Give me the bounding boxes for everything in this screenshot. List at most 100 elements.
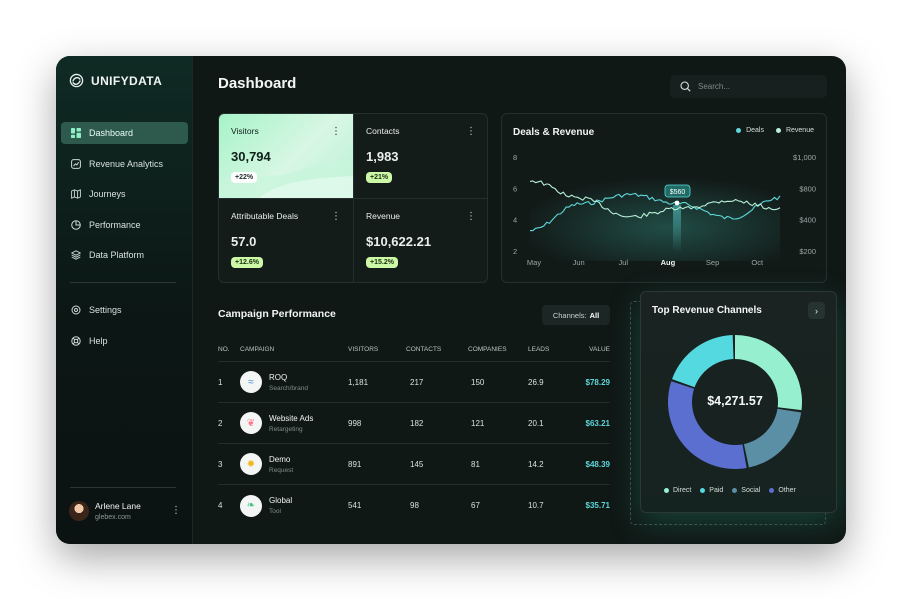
legend-item-social: Social bbox=[732, 487, 760, 494]
stat-cards: Visitors 30,794 +22% ⋮ Contacts 1,983 +2… bbox=[218, 113, 488, 283]
y-tick-label: $400 bbox=[799, 216, 816, 225]
y-tick-label: 4 bbox=[513, 216, 517, 225]
highlight-bar bbox=[673, 205, 681, 251]
deals-revenue-chart[interactable]: 8 6 4 2 $1,000 $800 $400 $200 May Jun Jul Aug Sep Oct… bbox=[502, 114, 828, 284]
stat-label: Attributable Deals bbox=[231, 211, 299, 221]
col-header-no[interactable]: NO. bbox=[218, 346, 230, 353]
value-cell: $48.39 bbox=[585, 459, 610, 469]
x-tick-label: May bbox=[527, 258, 541, 267]
nav-item-performance[interactable]: Performance bbox=[61, 214, 188, 236]
visitors-cell: 891 bbox=[348, 459, 362, 469]
gear-icon bbox=[71, 305, 81, 315]
stat-label: Contacts bbox=[366, 126, 400, 136]
nav-item-data-platform[interactable]: Data Platform bbox=[61, 244, 188, 266]
secondary-nav: Settings Help bbox=[61, 299, 188, 360]
table-row[interactable]: 2 ❦ Website Ads Retargeting 998 182 121 20.1 $63… bbox=[218, 403, 610, 444]
y-tick-label: 8 bbox=[513, 153, 517, 162]
brand[interactable]: UNIFYDATA bbox=[69, 73, 162, 88]
y-tick-label: 6 bbox=[513, 184, 517, 193]
col-header-value[interactable]: VALUE bbox=[589, 346, 610, 353]
legend-label: Social bbox=[741, 487, 761, 494]
campaign-logo-icon: ≈ bbox=[240, 371, 262, 393]
nav-item-journeys[interactable]: Journeys bbox=[61, 183, 188, 205]
nav-label: Revenue Analytics bbox=[89, 158, 164, 169]
table-row[interactable]: 4 ❧ Global Tool 541 98 67 10.7 $35.71 bbox=[218, 485, 610, 526]
stat-card-revenue[interactable]: Revenue $10,622.21 +15.2% ⋮ bbox=[354, 199, 487, 282]
layers-icon bbox=[71, 250, 81, 260]
user-profile[interactable]: Arlene Lane glebex.com ⋮ bbox=[69, 501, 181, 521]
channels-filter-button[interactable]: Channels: All bbox=[542, 305, 610, 325]
highlight-point bbox=[674, 200, 680, 206]
table-row[interactable]: 3 ✹ Demo Request 891 145 81 14.2 $48.39 bbox=[218, 444, 610, 485]
col-header-visitors[interactable]: VISITORS bbox=[348, 346, 379, 353]
companies-cell: 150 bbox=[471, 377, 485, 387]
legend-label: Paid bbox=[709, 487, 724, 494]
visitors-cell: 1,181 bbox=[348, 377, 369, 387]
leads-cell: 20.1 bbox=[528, 418, 544, 428]
filter-value: All bbox=[589, 310, 600, 320]
stat-value: 30,794 bbox=[231, 149, 271, 164]
value-cell: $78.29 bbox=[585, 377, 610, 387]
donut-slice-direct[interactable] bbox=[735, 335, 802, 411]
table-row[interactable]: 1 ≈ ROQ Search/brand 1,181 217 150 26.9 $78.29 bbox=[218, 362, 610, 403]
campaign-subtitle: Retargeting bbox=[269, 425, 303, 433]
y-tick-label: $200 bbox=[799, 247, 816, 256]
avatar bbox=[69, 501, 89, 521]
nav-item-dashboard[interactable]: Dashboard bbox=[61, 122, 188, 144]
more-icon[interactable]: ⋮ bbox=[331, 211, 341, 222]
contacts-cell: 217 bbox=[410, 377, 424, 387]
visitors-cell: 998 bbox=[348, 418, 362, 428]
companies-cell: 121 bbox=[471, 418, 485, 428]
nav-item-help[interactable]: Help bbox=[61, 330, 188, 352]
campaign-name: Demo bbox=[269, 454, 291, 464]
pie-icon bbox=[71, 219, 81, 230]
legend-label: Revenue bbox=[785, 127, 814, 134]
col-header-companies[interactable]: COMPANIES bbox=[468, 346, 507, 353]
deals-line bbox=[529, 192, 781, 232]
app-window: UNIFYDATA Dashboard Revenue Analytics Jo… bbox=[56, 56, 846, 544]
campaign-logo-icon: ❦ bbox=[240, 412, 262, 434]
page-title: Dashboard bbox=[218, 75, 297, 92]
table-header: NO. CAMPAIGN VISITORS CONTACTS COMPANIES… bbox=[218, 338, 610, 362]
legend-item-deals: Deals bbox=[736, 127, 764, 134]
sidebar-divider bbox=[70, 487, 176, 488]
stat-value: $10,622.21 bbox=[366, 234, 432, 249]
donut-slice-other[interactable] bbox=[668, 381, 747, 469]
nav-label: Journeys bbox=[89, 189, 126, 199]
x-tick-label: Sep bbox=[706, 258, 719, 267]
legend-label: Deals bbox=[746, 127, 764, 134]
donut-hole bbox=[693, 360, 777, 444]
donut-legend: Direct Paid Social Other bbox=[664, 487, 796, 494]
col-header-campaign[interactable]: CAMPAIGN bbox=[240, 346, 275, 353]
more-icon[interactable]: ⋮ bbox=[171, 505, 181, 516]
campaign-logo-icon: ✹ bbox=[240, 453, 262, 475]
tooltip-label: $560 bbox=[670, 189, 686, 196]
help-icon bbox=[71, 335, 81, 346]
nav-item-settings[interactable]: Settings bbox=[61, 299, 188, 321]
stat-label: Revenue bbox=[366, 211, 401, 221]
x-tick-label: Jul bbox=[618, 258, 628, 267]
donut-slice-social[interactable] bbox=[743, 408, 802, 468]
stat-card-attributable-deals[interactable]: Attributable Deals 57.0 +12.6% ⋮ bbox=[219, 199, 353, 282]
y-tick-label: 2 bbox=[513, 247, 517, 256]
stat-badge: +21% bbox=[366, 172, 393, 183]
legend-item-paid: Paid bbox=[700, 487, 723, 494]
col-header-leads[interactable]: LEADS bbox=[528, 346, 550, 353]
contacts-cell: 98 bbox=[410, 501, 419, 510]
stat-card-contacts[interactable]: Contacts 1,983 +21% ⋮ bbox=[354, 114, 487, 198]
logo-glyph: ❦ bbox=[246, 417, 256, 429]
revenue-donut-chart[interactable] bbox=[641, 292, 838, 514]
stat-card-visitors[interactable]: Visitors 30,794 +22% ⋮ bbox=[219, 114, 353, 198]
grid-icon bbox=[71, 128, 81, 138]
search-input[interactable]: Search... bbox=[670, 75, 827, 98]
donut-slice-paid[interactable] bbox=[672, 335, 734, 388]
contacts-cell: 145 bbox=[410, 459, 424, 469]
col-header-contacts[interactable]: CONTACTS bbox=[406, 346, 442, 353]
more-icon[interactable]: ⋮ bbox=[331, 126, 341, 137]
more-icon[interactable]: ⋮ bbox=[466, 211, 476, 222]
campaign-logo-icon: ❧ bbox=[240, 494, 262, 517]
chevron-right-icon[interactable]: › bbox=[808, 302, 825, 319]
more-icon[interactable]: ⋮ bbox=[466, 126, 476, 137]
nav-item-revenue-analytics[interactable]: Revenue Analytics bbox=[61, 153, 188, 175]
legend-item-other: Other bbox=[769, 487, 796, 494]
